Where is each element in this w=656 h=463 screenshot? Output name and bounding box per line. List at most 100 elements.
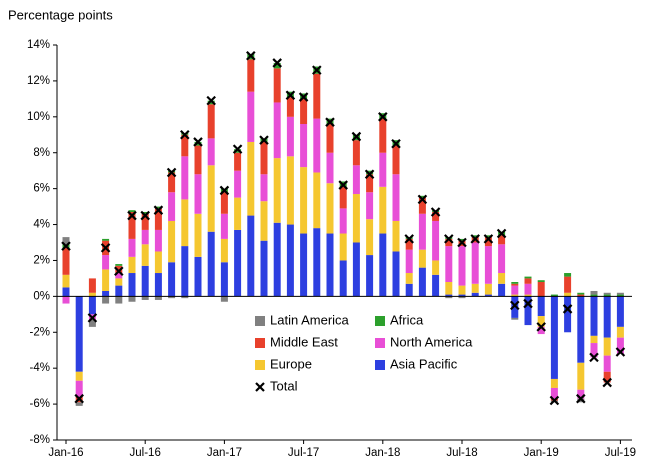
total-marker [100,243,111,253]
total-marker [378,112,388,122]
bar-segment [168,296,176,299]
bar-segment [154,208,162,230]
legend-swatch [255,360,265,370]
bar-segment [590,335,598,344]
cross-stroke [325,117,335,127]
bar-segment [392,251,400,297]
legend-swatch [255,338,265,348]
total-marker [140,210,150,221]
bar-segment [339,260,347,297]
bar-segment [102,296,110,304]
bar-segment [115,296,123,304]
bar-segment [273,68,281,103]
total-marker [457,237,467,248]
bar-segment [471,292,479,297]
bar-segment [128,256,136,274]
x-tick-label: Jan-17 [207,447,242,459]
bar-segment [418,249,426,268]
legend-label: Middle East [270,334,338,349]
y-tick-label: 8% [33,147,50,159]
bar-segment [537,282,545,297]
bar-segment [616,337,624,354]
bar-segment [524,278,532,284]
total-marker [589,352,599,363]
bar-segment [181,296,189,299]
bar-segment [577,292,585,295]
bar-segment [181,199,189,247]
bar-segment [418,197,426,214]
bar-segment [339,233,347,261]
bar-segment [102,255,110,270]
cross-stroke [483,234,494,244]
x-tick-label: Jul-18 [446,447,477,459]
bar-segment [154,251,162,274]
bar-segment [234,197,242,230]
bar-segment [511,294,519,297]
bar-segment [352,140,360,166]
bar-segment [550,387,558,399]
x-tick-label: Jul-17 [288,447,319,459]
bar-segment [194,213,202,257]
bar-segment [339,186,347,209]
bar-segment [247,59,255,92]
bar-segment [484,235,492,238]
total-marker [272,58,282,68]
bar-segment [102,269,110,291]
cross-stroke [166,167,177,178]
x-tick-label: Jan-18 [365,447,400,459]
bar-segment [128,211,136,239]
bar-segment [207,231,215,297]
bar-segment [564,276,572,293]
bar-segment [141,244,149,266]
bar-segment [286,97,294,117]
legend-label: Total [270,378,298,393]
bar-segment [616,296,624,327]
cross-stroke [536,322,546,332]
total-marker [246,50,256,61]
bar-segment [286,116,294,157]
total-marker [325,117,335,127]
bar-segment [484,237,492,247]
bar-segment [603,355,611,372]
cross-stroke [417,194,428,205]
total-marker [549,395,560,406]
bar-segment [405,283,413,297]
bar-segment [405,249,413,274]
bar-segment [194,256,202,297]
cross-stroke [298,92,309,102]
cross-stroke [378,112,388,122]
bar-segment [432,211,440,221]
bar-segment [418,195,426,198]
total-marker [391,138,401,149]
x-tick-label: Jul-16 [130,447,161,459]
bar-segment [115,273,123,279]
total-marker [404,234,414,244]
bar-segment [352,165,360,195]
total-marker [206,95,216,106]
cross-stroke [364,169,375,180]
cross-stroke [430,207,441,217]
bar-segment [88,296,96,315]
bar-segment [392,220,400,252]
bar-segment [260,201,268,241]
total-marker [483,234,494,244]
bar-segment [260,174,268,202]
bar-segment [405,273,413,284]
cross-stroke [312,65,322,75]
bar-segment [326,124,334,153]
legend-label: Latin America [270,312,350,327]
bar-segment [511,282,519,284]
bar-segment [524,276,532,279]
bar-segment [458,285,466,295]
bar-segment [154,229,162,252]
bar-segment [432,274,440,297]
bar-segment [603,296,611,338]
total-marker [285,90,296,101]
bar-segment [590,296,598,336]
bar-segment [128,238,136,257]
bar-segment [550,378,558,388]
bar-segment [352,242,360,297]
y-tick-label: 12% [27,75,50,87]
